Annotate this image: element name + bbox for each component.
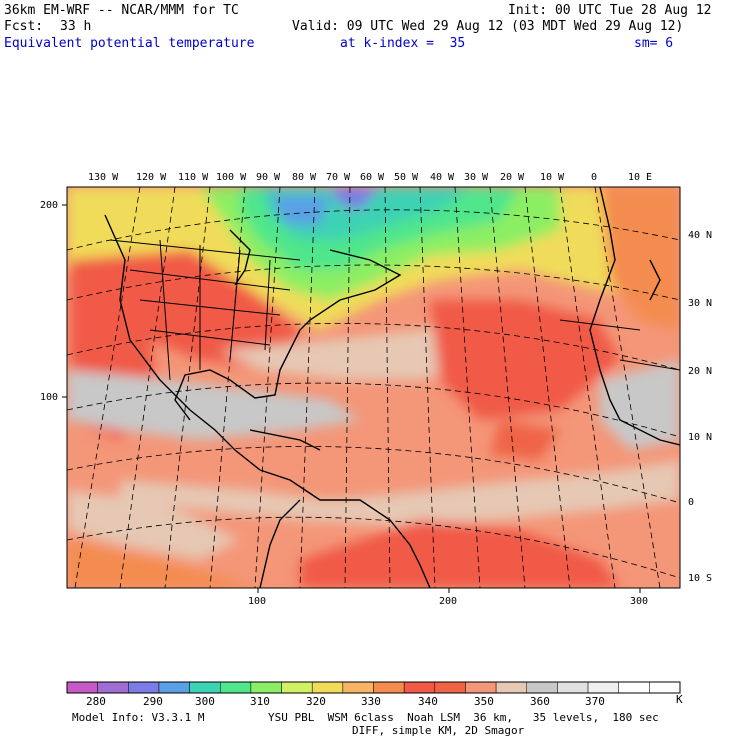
grid-y-label: 200 <box>40 200 59 211</box>
colorbar-cell <box>128 681 160 694</box>
colorbar-cell <box>66 681 98 694</box>
lon-label: 120 W <box>136 172 167 183</box>
lat-label: 0 <box>688 497 695 508</box>
lon-label: 40 W <box>430 172 455 183</box>
colorbar-cell <box>434 681 466 694</box>
field-name: Equivalent potential temperature <box>4 36 255 51</box>
lon-label: 50 W <box>394 172 419 183</box>
colorbar-label: 330 <box>361 695 381 708</box>
ticks <box>62 204 641 593</box>
init-time: Init: 00 UTC Tue 28 Aug 12 <box>508 3 712 18</box>
grid-x-label: 300 <box>630 596 649 607</box>
graticule <box>67 187 680 588</box>
lon-label: 130 W <box>88 172 119 183</box>
colorbar-label: 320 <box>306 695 326 708</box>
colorbar-cell <box>403 681 436 694</box>
lon-label: 60 W <box>360 172 385 183</box>
colorbar-cell <box>373 681 405 694</box>
lat-label: 30 N <box>688 298 713 309</box>
colorbar-cell <box>465 681 497 694</box>
boundaries <box>109 239 680 381</box>
forecast-hour: 33 h <box>60 19 92 34</box>
colorbar-label: 300 <box>195 695 215 708</box>
grid-x-label: 100 <box>248 596 267 607</box>
colorbar-label: 280 <box>86 695 106 708</box>
lon-label: 30 W <box>464 172 489 183</box>
colorbar-cell <box>526 681 558 694</box>
colorbar-cell <box>281 681 313 694</box>
lon-label: 10 W <box>540 172 565 183</box>
lon-label: 100 W <box>216 172 247 183</box>
colorbar-cell <box>618 681 650 694</box>
colorbar-cell <box>220 681 252 694</box>
colorbar-unit: K <box>676 693 683 706</box>
level-index: at k-index = 35 <box>340 36 466 51</box>
colorbar-cell <box>342 681 374 694</box>
colorbar-cell <box>649 681 681 694</box>
diffusion-info: DIFF, simple KM, 2D Smagor <box>352 724 525 737</box>
colorbar-cell <box>495 681 528 694</box>
grid-y-label: 100 <box>40 392 59 403</box>
valid-time: Valid: 09 UTC Wed 29 Aug 12 (03 MDT Wed … <box>292 19 684 34</box>
colorbar-label: 290 <box>143 695 163 708</box>
forecast-label: Fcst: <box>4 19 44 34</box>
lat-label: 40 N <box>688 230 713 241</box>
colorbar-cell <box>189 681 221 694</box>
physics-info: YSU PBL WSM 6class Noah LSM 36 km, 35 le… <box>268 711 659 724</box>
lon-label: 90 W <box>256 172 281 183</box>
lat-label: 10 S <box>688 573 713 584</box>
colorbar-cell <box>97 681 129 694</box>
grid-x-label: 200 <box>439 596 458 607</box>
colorbar-cell <box>311 681 344 694</box>
colorbar-label: 370 <box>585 695 605 708</box>
colorbar-cell <box>557 681 589 694</box>
model-title: 36km EM-WRF -- NCAR/MMM for TC <box>4 3 239 18</box>
colorbar-label: 310 <box>250 695 270 708</box>
coastlines <box>104 187 680 588</box>
smoothing-value: sm= 6 <box>634 36 674 51</box>
theta-e-field <box>67 187 680 588</box>
lon-label: 0 <box>591 172 598 183</box>
lat-label: 20 N <box>688 366 713 377</box>
colorbar-label: 340 <box>418 695 438 708</box>
lon-label: 110 W <box>178 172 209 183</box>
colorbar-frame <box>66 681 681 694</box>
colorbar-cell <box>250 681 282 694</box>
colorbar-cell <box>587 681 619 694</box>
colorbar-label: 360 <box>530 695 550 708</box>
lon-label: 10 E <box>628 172 653 183</box>
model-info: Model Info: V3.3.1 M <box>72 711 205 724</box>
colorbar-label: 350 <box>474 695 494 708</box>
colorbar-cell <box>158 681 190 694</box>
lat-label: 10 N <box>688 432 713 443</box>
map-frame <box>66 186 681 589</box>
lon-label: 20 W <box>500 172 525 183</box>
lon-label: 70 W <box>326 172 351 183</box>
lon-label: 80 W <box>292 172 317 183</box>
